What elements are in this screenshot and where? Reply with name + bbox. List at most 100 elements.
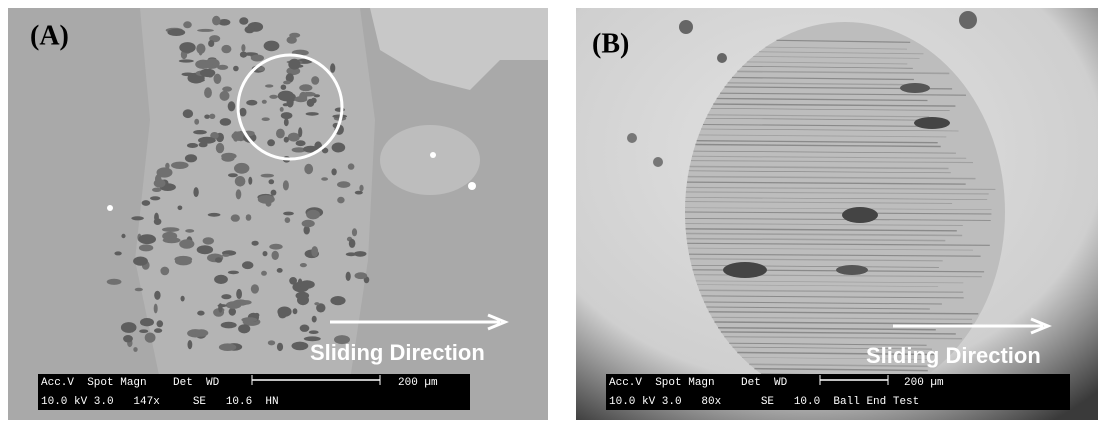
- wear-patch: [283, 81, 291, 85]
- wear-patch: [138, 234, 156, 244]
- wear-patch: [179, 59, 194, 62]
- wear-patch: [284, 118, 289, 126]
- wear-patch: [187, 143, 198, 148]
- wear-patch: [298, 127, 302, 137]
- wear-patch: [145, 333, 156, 343]
- wear-patch: [182, 73, 195, 77]
- wear-patch: [235, 176, 246, 187]
- wear-patch: [183, 21, 192, 28]
- wear-patch: [209, 114, 215, 119]
- wear-patch: [185, 229, 194, 233]
- wear-patch: [193, 187, 198, 197]
- wear-patch: [221, 322, 237, 329]
- wear-patch: [248, 177, 252, 185]
- wear-patch: [204, 115, 210, 119]
- wear-patch: [346, 272, 351, 281]
- wear-patch: [241, 300, 252, 305]
- particle: [653, 157, 663, 167]
- wear-patch: [197, 311, 204, 316]
- wear-patch: [152, 188, 161, 192]
- wear-patch: [216, 143, 224, 153]
- wear-patch: [181, 296, 185, 302]
- wear-patch: [300, 263, 307, 267]
- particle: [679, 20, 693, 34]
- wear-patch: [167, 29, 185, 36]
- wear-patch: [239, 108, 246, 117]
- wear-patch: [204, 87, 212, 98]
- wear-patch: [252, 241, 259, 246]
- wear-patch: [311, 76, 319, 85]
- wear-patch: [288, 133, 300, 142]
- wear-patch: [292, 342, 309, 351]
- wear-patch: [179, 239, 194, 248]
- wear-patch: [287, 97, 294, 108]
- particle: [959, 11, 977, 29]
- wear-patch: [238, 324, 250, 333]
- wear-patch: [157, 320, 164, 327]
- wear-patch: [212, 16, 220, 26]
- direction-label: Sliding Direction: [866, 343, 1041, 368]
- wear-patch: [337, 197, 344, 204]
- wear-patch: [245, 26, 255, 33]
- wear-patch: [277, 343, 283, 351]
- wear-patch: [300, 325, 310, 332]
- wear-patch: [293, 308, 298, 314]
- wear-patch: [261, 271, 267, 276]
- wear-patch: [142, 200, 151, 206]
- wear-patch: [107, 279, 122, 285]
- wear-patch: [154, 213, 159, 223]
- wear-patch: [296, 140, 306, 146]
- wear-patch: [314, 302, 319, 305]
- wear-patch: [331, 168, 336, 175]
- wear-patch: [236, 289, 242, 299]
- wear-patch: [285, 217, 291, 223]
- wear-patch: [241, 317, 257, 322]
- wear-patch: [299, 84, 312, 91]
- wear-patch: [139, 329, 148, 333]
- wear-patch: [311, 246, 318, 257]
- direction-label: Sliding Direction: [310, 340, 485, 365]
- wear-patch: [197, 245, 213, 254]
- wear-patch: [193, 130, 207, 134]
- wear-patch: [228, 173, 238, 177]
- wear-patch: [281, 112, 293, 119]
- wear-patch: [263, 251, 268, 256]
- wear-patch: [312, 316, 317, 323]
- scale-text: 200 µm: [904, 377, 944, 389]
- wear-patch: [267, 139, 275, 146]
- wear-patch: [723, 262, 767, 278]
- wear-patch: [220, 91, 230, 101]
- wear-patch: [289, 33, 300, 38]
- wear-patch: [355, 272, 368, 279]
- wear-patch: [214, 74, 222, 84]
- wear-patch: [198, 137, 216, 144]
- wear-patch: [296, 292, 310, 300]
- wear-patch: [218, 304, 227, 307]
- wear-patch: [150, 196, 160, 200]
- debris-region: [380, 125, 480, 195]
- wear-patch: [171, 162, 189, 169]
- wear-patch: [165, 163, 169, 169]
- wear-patch: [842, 207, 878, 223]
- wear-patch: [277, 268, 283, 273]
- wear-patch: [140, 318, 154, 326]
- wear-patch: [174, 256, 192, 263]
- wear-patch: [163, 237, 181, 243]
- scale-text: 200 µm: [398, 377, 438, 389]
- wear-patch: [241, 44, 245, 52]
- wear-patch: [306, 112, 319, 116]
- wear-patch: [298, 279, 303, 287]
- wear-patch: [309, 330, 319, 334]
- particle: [717, 53, 727, 63]
- wear-patch: [228, 271, 239, 275]
- wear-patch: [348, 163, 355, 169]
- wear-patch: [214, 275, 228, 284]
- wear-patch: [337, 181, 350, 188]
- wear-patch: [271, 190, 277, 196]
- wear-patch: [133, 347, 137, 352]
- wear-patch: [239, 17, 248, 25]
- panel-label: (A): [30, 20, 69, 51]
- wear-patch: [836, 265, 868, 275]
- wear-patch: [302, 220, 315, 228]
- wear-patch: [178, 206, 183, 211]
